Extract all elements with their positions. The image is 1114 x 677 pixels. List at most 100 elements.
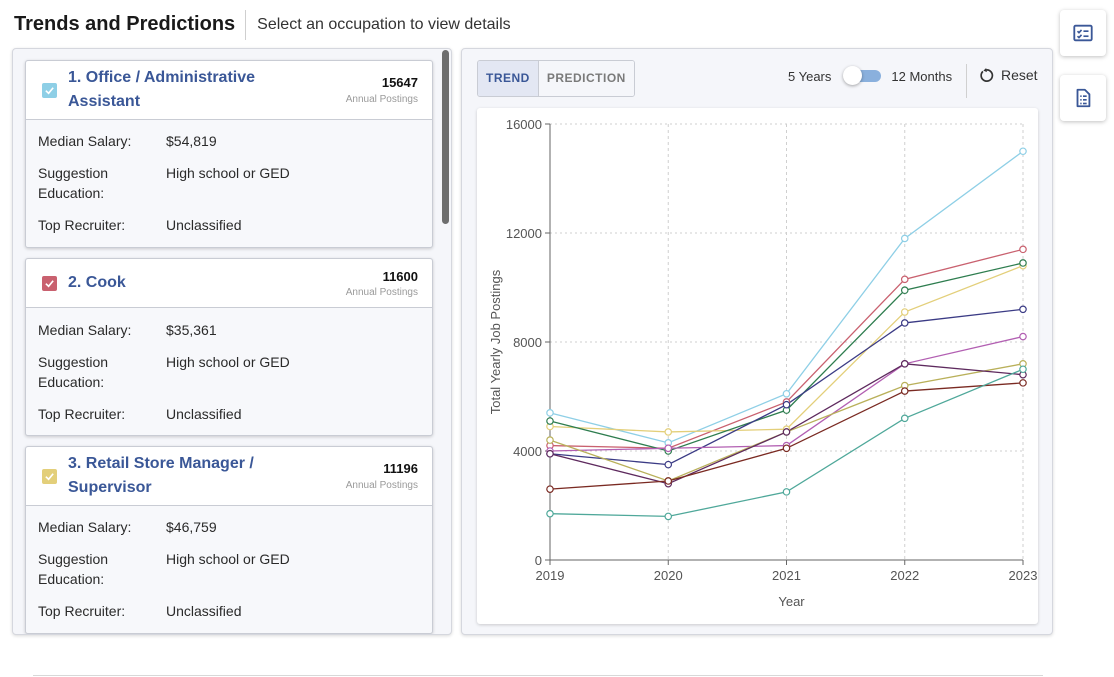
occupation-list-panel: 1. Office / Administrative Assistant 156… — [12, 48, 452, 635]
checkbox-icon[interactable] — [42, 83, 57, 98]
data-point — [900, 308, 909, 316]
data-point — [664, 460, 673, 469]
data-point — [664, 428, 673, 436]
annual-postings-count: 11196 — [383, 461, 418, 476]
tab-prediction[interactable]: PREDICTION — [538, 61, 634, 96]
page-header: Trends and Predictions Select an occupat… — [14, 10, 511, 40]
annual-postings-count: 15647 — [381, 75, 418, 90]
data-point — [546, 449, 554, 458]
education-label: Suggestion Education: — [38, 354, 109, 390]
data-point — [546, 436, 554, 444]
data-point — [782, 389, 791, 398]
report-icon — [1076, 88, 1091, 108]
y-axis-label: Total Yearly Job Postings — [488, 269, 503, 414]
top-recruiter-label: Top Recruiter: — [38, 406, 126, 422]
median-salary-value: $35,361 — [166, 322, 217, 338]
series-line — [549, 308, 1024, 466]
data-point — [782, 488, 791, 496]
data-point — [664, 477, 673, 485]
occupation-name[interactable]: 1. Office / Administrative Assistant — [68, 69, 256, 110]
data-point — [1019, 379, 1027, 387]
x-tick-label: 2020 — [654, 568, 683, 583]
education-label: Suggestion Education: — [38, 165, 109, 201]
data-point — [900, 234, 909, 243]
y-tick-label: 0 — [535, 553, 542, 568]
series-line — [549, 363, 1024, 482]
top-recruiter-label: Top Recruiter: — [38, 603, 126, 619]
trend-line-chart: 0 4000 8000 12000 16000 2019 2020 2021 2022 2023 Y… — [488, 117, 1038, 609]
annual-postings-label: Annual Postings — [345, 94, 418, 105]
data-point — [664, 444, 673, 453]
x-axis-label: Year — [778, 594, 805, 609]
y-tick-label: 8000 — [513, 335, 542, 350]
data-point — [1019, 259, 1027, 267]
data-point — [664, 512, 673, 521]
reset-button[interactable]: Reset — [979, 64, 1038, 86]
median-salary-label: Median Salary: — [38, 133, 132, 149]
data-point — [900, 286, 909, 295]
y-tick-label: 12000 — [506, 226, 542, 241]
annual-postings-label: Annual Postings — [345, 480, 418, 491]
reset-label: Reset — [1001, 67, 1038, 83]
toggle-label-5-years: 5 Years — [788, 68, 832, 84]
list-scrollbar[interactable] — [442, 50, 449, 224]
chart-card — [477, 108, 1038, 624]
data-point — [1019, 365, 1027, 374]
data-point — [782, 400, 791, 409]
toggle-label-12-months: 12 Months — [891, 68, 953, 84]
education-label: Suggestion Education: — [38, 551, 109, 587]
occupation-card-1[interactable]: 1. Office / Administrative Assistant 156… — [25, 60, 433, 248]
data-point — [1019, 147, 1027, 156]
data-point — [900, 360, 909, 368]
data-point — [546, 509, 554, 518]
x-tick-label: 2023 — [1009, 568, 1038, 583]
data-point — [900, 319, 909, 327]
checkbox-icon[interactable] — [42, 469, 57, 484]
data-point — [546, 417, 554, 425]
x-tick-label: 2019 — [536, 568, 565, 583]
data-point — [900, 275, 909, 284]
report-button[interactable] — [1060, 75, 1106, 121]
bottom-divider — [33, 675, 1043, 676]
checkbox-icon[interactable] — [42, 276, 57, 291]
data-point — [782, 428, 791, 436]
top-recruiter-value: Unclassified — [166, 406, 242, 422]
education-value: High school or GED — [166, 354, 290, 370]
top-recruiter-value: Unclassified — [166, 217, 242, 233]
annual-postings-count: 11600 — [382, 269, 418, 284]
divider — [966, 64, 967, 98]
y-tick-label: 16000 — [506, 117, 542, 132]
data-point — [546, 485, 554, 493]
tab-trend[interactable]: TREND — [478, 61, 539, 96]
occupation-name[interactable]: 2. Cook — [68, 274, 126, 291]
y-tick-label: 4000 — [513, 444, 542, 459]
median-salary-value: $54,819 — [166, 133, 217, 149]
checklist-button[interactable] — [1060, 10, 1106, 56]
occupation-name[interactable]: 3. Retail Store Manager / Supervisor — [68, 455, 254, 496]
occupation-card-header[interactable]: 2. Cook 11600 Annual Postings — [26, 259, 432, 308]
median-salary-label: Median Salary: — [38, 519, 132, 535]
top-recruiter-value: Unclassified — [166, 603, 242, 619]
education-value: High school or GED — [166, 165, 290, 181]
annual-postings-label: Annual Postings — [345, 287, 418, 298]
occupation-card-header[interactable]: 3. Retail Store Manager / Supervisor 111… — [26, 447, 432, 506]
data-point — [1019, 332, 1027, 341]
occupation-card-2[interactable]: 2. Cook 11600 Annual Postings Median Sal… — [25, 258, 433, 436]
occupation-card-3[interactable]: 3. Retail Store Manager / Supervisor 111… — [25, 446, 433, 634]
data-point — [782, 444, 791, 453]
checklist-icon — [1073, 24, 1093, 42]
page-subtitle: Select an occupation to view details — [257, 16, 511, 33]
top-recruiter-label: Top Recruiter: — [38, 217, 126, 233]
series-line — [549, 363, 1024, 485]
occupation-card-header[interactable]: 1. Office / Administrative Assistant 156… — [26, 61, 432, 120]
data-point — [1019, 305, 1027, 314]
data-point — [900, 387, 909, 395]
view-tabs: TREND PREDICTION — [477, 60, 635, 97]
data-point — [1019, 245, 1027, 254]
education-value: High school or GED — [166, 551, 290, 567]
reset-icon — [980, 67, 994, 82]
range-switch[interactable] — [843, 66, 882, 85]
x-tick-label: 2022 — [890, 568, 919, 583]
data-point — [900, 414, 909, 423]
x-tick-label: 2021 — [772, 568, 801, 583]
